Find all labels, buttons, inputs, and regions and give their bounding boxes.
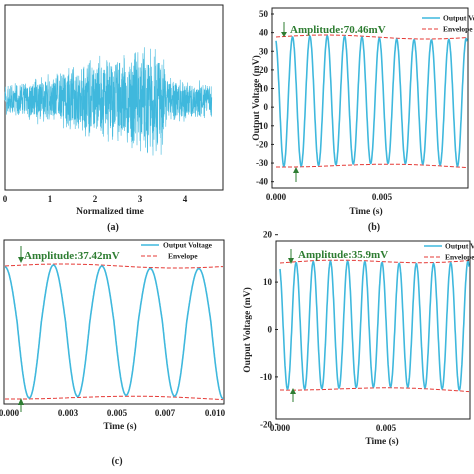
y-tick-label: -40 <box>256 177 268 187</box>
panel-b-yticks: 50 40 30 20 10 0 -10 -20 -30 -40 <box>256 9 274 187</box>
y-tick-label: -20 <box>256 139 268 149</box>
panel-a-xtick-0: 0 <box>3 194 8 204</box>
panel-b-xlabel: Time (s) <box>349 206 382 217</box>
panel-d-frame <box>275 240 471 420</box>
panel-c-amplitude-annotation: Amplitude:37.42mV <box>24 250 120 262</box>
panel-c: 0.000 0.003 0.005 0.007 0.010 Time (s) A… <box>0 239 226 467</box>
panel-d-envelope-top <box>279 259 470 264</box>
panel-d-bottom-arrow-head <box>290 388 296 394</box>
panel-a-xtick-3: 3 <box>138 194 143 204</box>
panel-c-legend-envelope: Envelope <box>168 252 198 261</box>
panel-b-xtick-0: 0.000 <box>266 192 287 202</box>
panel-c-label: (c) <box>111 456 122 467</box>
panel-d-signal-line <box>279 260 470 391</box>
y-tick-label: 20 <box>259 65 269 75</box>
y-tick-label: 0 <box>268 325 273 335</box>
panel-c-xtick-0: 0.000 <box>0 408 20 418</box>
panel-c-xlabel: Time (s) <box>103 421 136 432</box>
panel-d-legend-signal: Output V <box>445 242 474 251</box>
panel-c-frame <box>3 239 225 405</box>
panel-c-bottom-arrow-head <box>18 398 24 405</box>
panel-b-amplitude-annotation: Amplitude:70.46mV <box>290 24 386 36</box>
y-tick-label: 30 <box>259 46 269 56</box>
panel-b-top-arrow-head <box>281 32 287 37</box>
panel-c-legend-signal: Output Voltage <box>163 241 213 250</box>
panel-d-xtick-0: 0.000 <box>270 423 291 433</box>
panel-d: 20 10 0 -10 -20 0.000 0.005 Time (s) Output … <box>242 230 474 447</box>
y-tick-label: -10 <box>260 372 272 382</box>
panel-b-signal-line <box>275 35 468 168</box>
y-tick-label: 10 <box>259 84 269 94</box>
panel-d-ylabel: Output Voltage (mV) <box>242 287 253 373</box>
y-tick-label: -30 <box>256 158 268 168</box>
panel-d-legend-envelope: Envelope <box>445 253 474 262</box>
panel-b-bottom-arrow-head <box>293 167 299 173</box>
panel-c-envelope-top <box>4 263 224 269</box>
panel-b-envelope-bottom <box>276 163 468 169</box>
panel-a-xlabel: Normalized time <box>76 207 144 217</box>
panel-b-label: (b) <box>368 222 380 233</box>
panel-b-legend-signal: Output Vo <box>443 14 474 23</box>
panel-b-ylabel: Output Voltage (mV) <box>251 55 262 141</box>
panel-c-xtick-1: 0.003 <box>58 408 79 418</box>
panel-d-top-arrow-head <box>288 258 294 264</box>
y-tick-label: 50 <box>259 9 269 19</box>
panel-c-envelope-bottom <box>5 395 224 401</box>
panel-a-xtick-2: 2 <box>93 194 98 204</box>
panel-d-xtick-1: 0.005 <box>376 423 397 433</box>
panel-d-xlabel: Time (s) <box>365 436 398 447</box>
panel-b-frame <box>271 7 469 189</box>
y-tick-label: 10 <box>263 277 273 287</box>
panel-c-signal-line <box>4 264 224 400</box>
y-tick-label: 0 <box>264 102 269 112</box>
panel-a-xtick-1: 1 <box>48 194 53 204</box>
panel-a-label: (a) <box>107 222 119 233</box>
panel-d-yticks: 20 10 0 -10 -20 <box>260 230 278 429</box>
panel-c-top-arrow-head <box>18 257 24 263</box>
panel-c-xtick-3: 0.007 <box>155 408 176 418</box>
panel-b: 50 40 30 20 10 0 -10 -20 -30 -40 0.000 0.005 Time… <box>251 7 474 233</box>
panel-a-signal-line <box>4 47 213 156</box>
panel-c-xtick-4: 0.010 <box>205 408 226 418</box>
y-tick-label: 20 <box>263 230 273 240</box>
panel-d-envelope-bottom <box>280 387 470 393</box>
panel-b-xtick-1: 0.005 <box>372 192 393 202</box>
panel-b-envelope-top <box>275 34 468 40</box>
y-tick-label: -20 <box>260 419 272 429</box>
panel-b-legend-envelope: Envelope <box>443 25 473 34</box>
panel-a: 0 1 2 3 4 Normalized time (a) <box>3 4 224 233</box>
panel-c-xtick-2: 0.005 <box>107 408 128 418</box>
y-tick-label: 40 <box>259 28 269 38</box>
panel-a-xtick-4: 4 <box>183 194 188 204</box>
panel-d-amplitude-annotation: Amplitude:35.9mV <box>298 249 388 261</box>
y-tick-label: -10 <box>256 121 268 131</box>
